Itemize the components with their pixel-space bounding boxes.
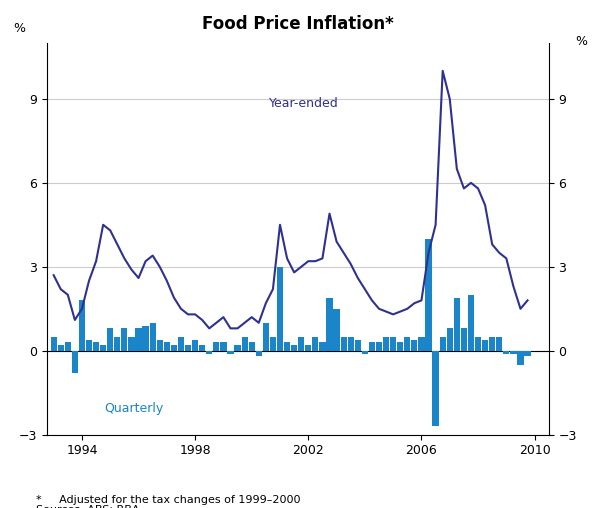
Bar [128,337,134,351]
Bar [142,326,149,351]
Bar [185,345,191,351]
Bar [411,339,418,351]
Bar [79,300,85,351]
Bar [100,345,106,351]
Bar [404,337,410,351]
Bar [121,328,127,351]
Bar [383,337,389,351]
Bar [199,345,205,351]
Bar [517,351,524,365]
Bar [248,342,255,351]
Bar [164,342,170,351]
Bar [510,351,517,354]
Bar [284,342,290,351]
Bar [206,351,212,354]
Bar [171,345,177,351]
Bar [312,337,319,351]
Bar [86,339,92,351]
Bar [107,328,113,351]
Bar [418,337,425,351]
Bar [227,351,233,354]
Bar [397,342,403,351]
Bar [192,339,198,351]
Bar [50,337,57,351]
Bar [475,337,481,351]
Bar [390,337,396,351]
Bar [263,323,269,351]
Bar [235,345,241,351]
Bar [376,342,382,351]
Bar [178,337,184,351]
Text: Quarterly: Quarterly [104,402,164,415]
Bar [136,328,142,351]
Bar [454,298,460,351]
Bar [93,342,99,351]
Bar [256,351,262,356]
Bar [65,342,71,351]
Bar [334,309,340,351]
Bar [369,342,375,351]
Bar [319,342,326,351]
Bar [461,328,467,351]
Y-axis label: %: % [575,35,587,48]
Bar [347,337,354,351]
Bar [298,337,304,351]
Bar [362,351,368,354]
Text: *     Adjusted for the tax changes of 1999–2000: * Adjusted for the tax changes of 1999–2… [36,495,301,505]
Bar [503,351,509,354]
Y-axis label: %: % [13,22,25,35]
Bar [72,351,78,373]
Bar [425,239,431,351]
Text: Year-ended: Year-ended [269,97,338,110]
Bar [58,345,64,351]
Bar [270,337,276,351]
Bar [242,337,248,351]
Bar [220,342,227,351]
Bar [326,298,332,351]
Bar [489,337,496,351]
Bar [114,337,121,351]
Bar [496,337,502,351]
Title: Food Price Inflation*: Food Price Inflation* [202,15,394,33]
Bar [433,351,439,426]
Bar [305,345,311,351]
Bar [149,323,156,351]
Bar [446,328,453,351]
Bar [341,337,347,351]
Bar [524,351,530,356]
Bar [277,267,283,351]
Bar [157,339,163,351]
Bar [213,342,220,351]
Bar [468,295,474,351]
Bar [355,339,361,351]
Bar [482,339,488,351]
Bar [291,345,297,351]
Bar [440,337,446,351]
Text: Sources: ABS; RBA: Sources: ABS; RBA [36,505,139,508]
